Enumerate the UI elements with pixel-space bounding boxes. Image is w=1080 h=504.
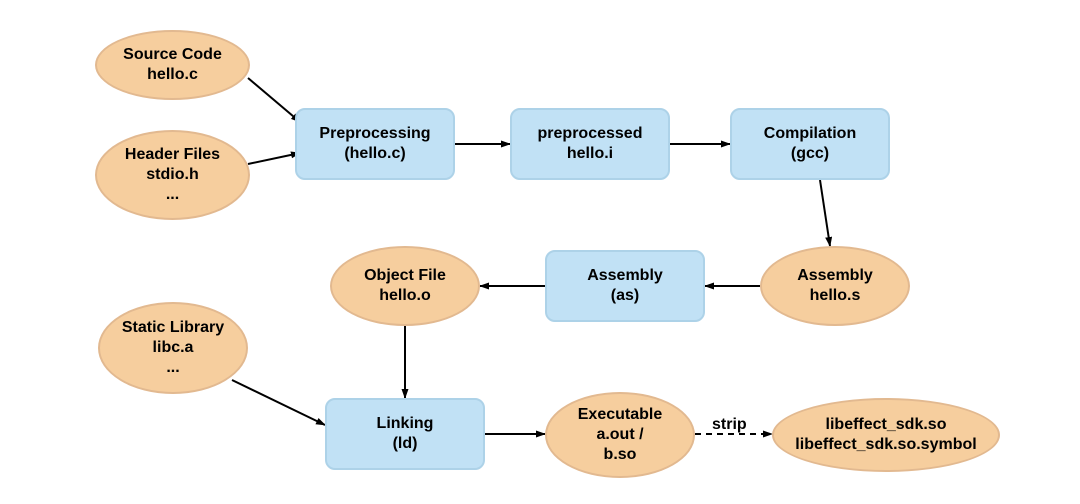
node-libeffect-line1: libeffect_sdk.so	[826, 415, 947, 435]
node-preprocessed-line2: hello.i	[567, 144, 613, 164]
node-objfile-line1: Object File	[364, 266, 446, 286]
node-assembly-line2: (as)	[611, 286, 639, 306]
node-assembly-line1: Assembly	[587, 266, 663, 286]
edge-1	[248, 153, 300, 164]
node-preprocessing-line2: (hello.c)	[344, 144, 405, 164]
node-compilation-line2: (gcc)	[791, 144, 829, 164]
node-asm_src-line2: hello.s	[810, 286, 861, 306]
node-staticlib: Static Librarylibc.a...	[98, 302, 248, 394]
node-libeffect-line2: libeffect_sdk.so.symbol	[795, 435, 976, 455]
node-executable-line3: b.so	[604, 445, 637, 465]
node-libeffect: libeffect_sdk.solibeffect_sdk.so.symbol	[772, 398, 1000, 472]
node-headers-line3: ...	[166, 185, 179, 205]
node-source: Source Codehello.c	[95, 30, 250, 100]
node-staticlib-line2: libc.a	[153, 338, 194, 358]
edge-4	[820, 180, 830, 246]
node-preprocessing-line1: Preprocessing	[319, 124, 430, 144]
node-headers-line2: stdio.h	[146, 165, 198, 185]
node-executable-line2: a.out /	[596, 425, 643, 445]
edge-8	[232, 380, 325, 425]
node-preprocessing: Preprocessing(hello.c)	[295, 108, 455, 180]
node-staticlib-line1: Static Library	[122, 318, 224, 338]
node-linking-line2: (ld)	[393, 434, 418, 454]
edge-0	[248, 78, 300, 122]
node-executable-line1: Executable	[578, 405, 662, 425]
node-assembly: Assembly(as)	[545, 250, 705, 322]
node-source-line2: hello.c	[147, 65, 198, 85]
node-staticlib-line3: ...	[166, 358, 179, 378]
node-preprocessed: preprocessedhello.i	[510, 108, 670, 180]
node-linking: Linking(ld)	[325, 398, 485, 470]
node-preprocessed-line1: preprocessed	[538, 124, 643, 144]
node-compilation-line1: Compilation	[764, 124, 856, 144]
node-asm_src: Assemblyhello.s	[760, 246, 910, 326]
node-executable: Executablea.out /b.so	[545, 392, 695, 478]
node-asm_src-line1: Assembly	[797, 266, 873, 286]
node-source-line1: Source Code	[123, 45, 222, 65]
edge-label-10: strip	[712, 416, 747, 434]
node-headers-line1: Header Files	[125, 145, 220, 165]
node-objfile-line2: hello.o	[379, 286, 431, 306]
node-compilation: Compilation(gcc)	[730, 108, 890, 180]
node-objfile: Object Filehello.o	[330, 246, 480, 326]
node-headers: Header Filesstdio.h...	[95, 130, 250, 220]
node-linking-line1: Linking	[377, 414, 434, 434]
